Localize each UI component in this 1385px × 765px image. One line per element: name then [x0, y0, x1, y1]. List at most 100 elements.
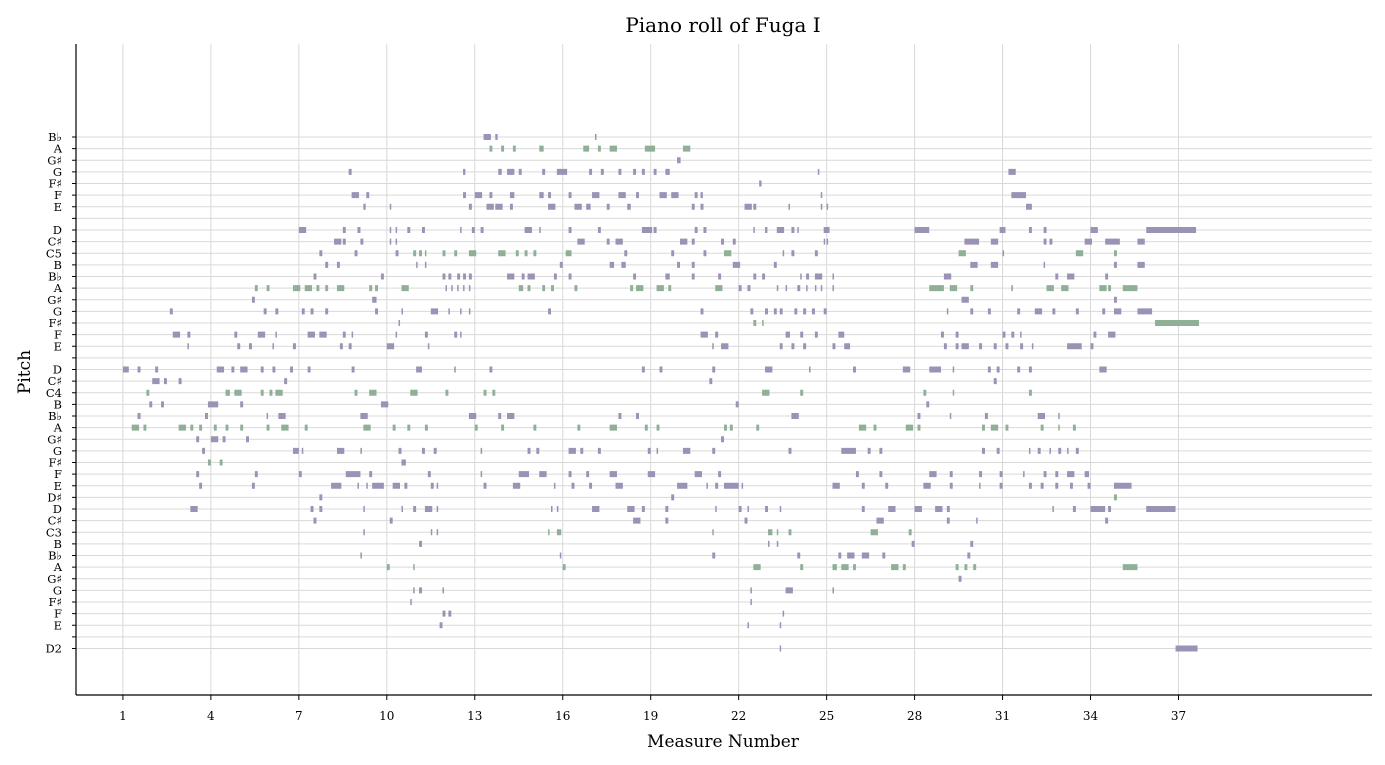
note-bar [987, 308, 991, 315]
note-bar [492, 389, 496, 396]
note-bar [548, 529, 550, 536]
note-bar [923, 389, 927, 396]
note-bar [908, 529, 912, 536]
note-bar [853, 366, 856, 373]
note-bar [325, 261, 329, 268]
note-bar [609, 471, 617, 478]
note-bar [1105, 238, 1120, 245]
y-tick-label: A [53, 421, 63, 435]
note-bar [419, 250, 422, 257]
note-bar [844, 343, 851, 350]
note-bar [776, 227, 785, 233]
note-bar [984, 413, 988, 419]
note-bar [644, 145, 656, 152]
note-bar [240, 424, 244, 431]
note-bar [753, 320, 757, 326]
y-tick-label: A [53, 281, 63, 295]
note-bar [1084, 471, 1090, 478]
note-bar [982, 447, 985, 454]
y-tick-label: G♯ [47, 153, 62, 167]
note-bar [647, 447, 651, 454]
note-bar [354, 250, 358, 257]
note-bar [375, 285, 379, 292]
note-bar [568, 471, 572, 478]
note-bar [823, 308, 827, 315]
note-bar [448, 273, 452, 280]
note-bar [424, 250, 427, 257]
x-tick-label: 16 [555, 709, 570, 723]
note-bar [231, 366, 235, 373]
note-bar [301, 308, 305, 315]
note-bar [219, 459, 223, 466]
note-bar [533, 250, 537, 257]
note-bar [976, 517, 978, 524]
note-bar [424, 331, 428, 338]
note-bar [1075, 250, 1084, 257]
note-bar [765, 366, 773, 373]
note-bar [621, 261, 626, 268]
note-bar [454, 366, 456, 373]
note-bar [691, 203, 695, 210]
note-bar [803, 308, 807, 315]
note-bar [817, 168, 820, 175]
note-bar [732, 238, 736, 245]
note-bar [677, 157, 681, 164]
note-bar [990, 261, 999, 268]
note-bar [524, 250, 528, 257]
note-bar [445, 285, 447, 292]
x-tick-label: 31 [995, 709, 1010, 723]
note-bar [389, 238, 392, 245]
note-bar [1108, 506, 1112, 512]
note-bar [187, 331, 191, 338]
note-bar [424, 424, 428, 431]
note-bar [122, 366, 129, 373]
note-bar [457, 273, 461, 280]
note-bar [832, 587, 834, 594]
note-bars [122, 134, 1200, 652]
note-bar [577, 424, 581, 431]
note-bar [853, 564, 856, 571]
note-bar [1017, 308, 1021, 315]
note-bar [820, 285, 823, 292]
y-tick-label: F [54, 607, 62, 621]
note-bar [178, 424, 186, 431]
note-bar [1175, 645, 1198, 652]
note-bar [735, 401, 739, 408]
note-bar [700, 308, 704, 315]
note-bar [196, 436, 200, 443]
note-bar [1108, 331, 1116, 338]
note-bar [372, 482, 384, 489]
note-bar [460, 227, 462, 233]
note-bar [301, 447, 304, 454]
note-bar [738, 506, 742, 512]
x-tick-label: 34 [1083, 709, 1099, 723]
note-bar [190, 424, 194, 431]
note-bar [489, 192, 493, 199]
note-bar [395, 250, 399, 257]
note-bar [668, 285, 672, 292]
y-tick-label: F♯ [48, 316, 62, 330]
note-bar [914, 227, 930, 233]
note-bar [442, 250, 446, 257]
note-bar [1137, 308, 1153, 315]
note-bar [199, 424, 203, 431]
note-bar [885, 482, 889, 489]
note-bar [715, 331, 719, 338]
note-bar [750, 587, 752, 594]
note-bar [630, 285, 634, 292]
y-tick-label: C♯ [48, 374, 62, 388]
note-bar [424, 506, 433, 512]
note-bar [677, 261, 681, 268]
note-bar [762, 320, 764, 326]
note-bar [533, 424, 537, 431]
note-bar [386, 343, 395, 350]
note-bar [348, 343, 352, 350]
note-bar [366, 192, 370, 199]
note-bar [501, 145, 505, 152]
note-bar [1113, 261, 1117, 268]
note-bar [553, 482, 556, 489]
note-bar [225, 424, 229, 431]
note-bar [260, 366, 264, 373]
note-bar [715, 482, 719, 489]
